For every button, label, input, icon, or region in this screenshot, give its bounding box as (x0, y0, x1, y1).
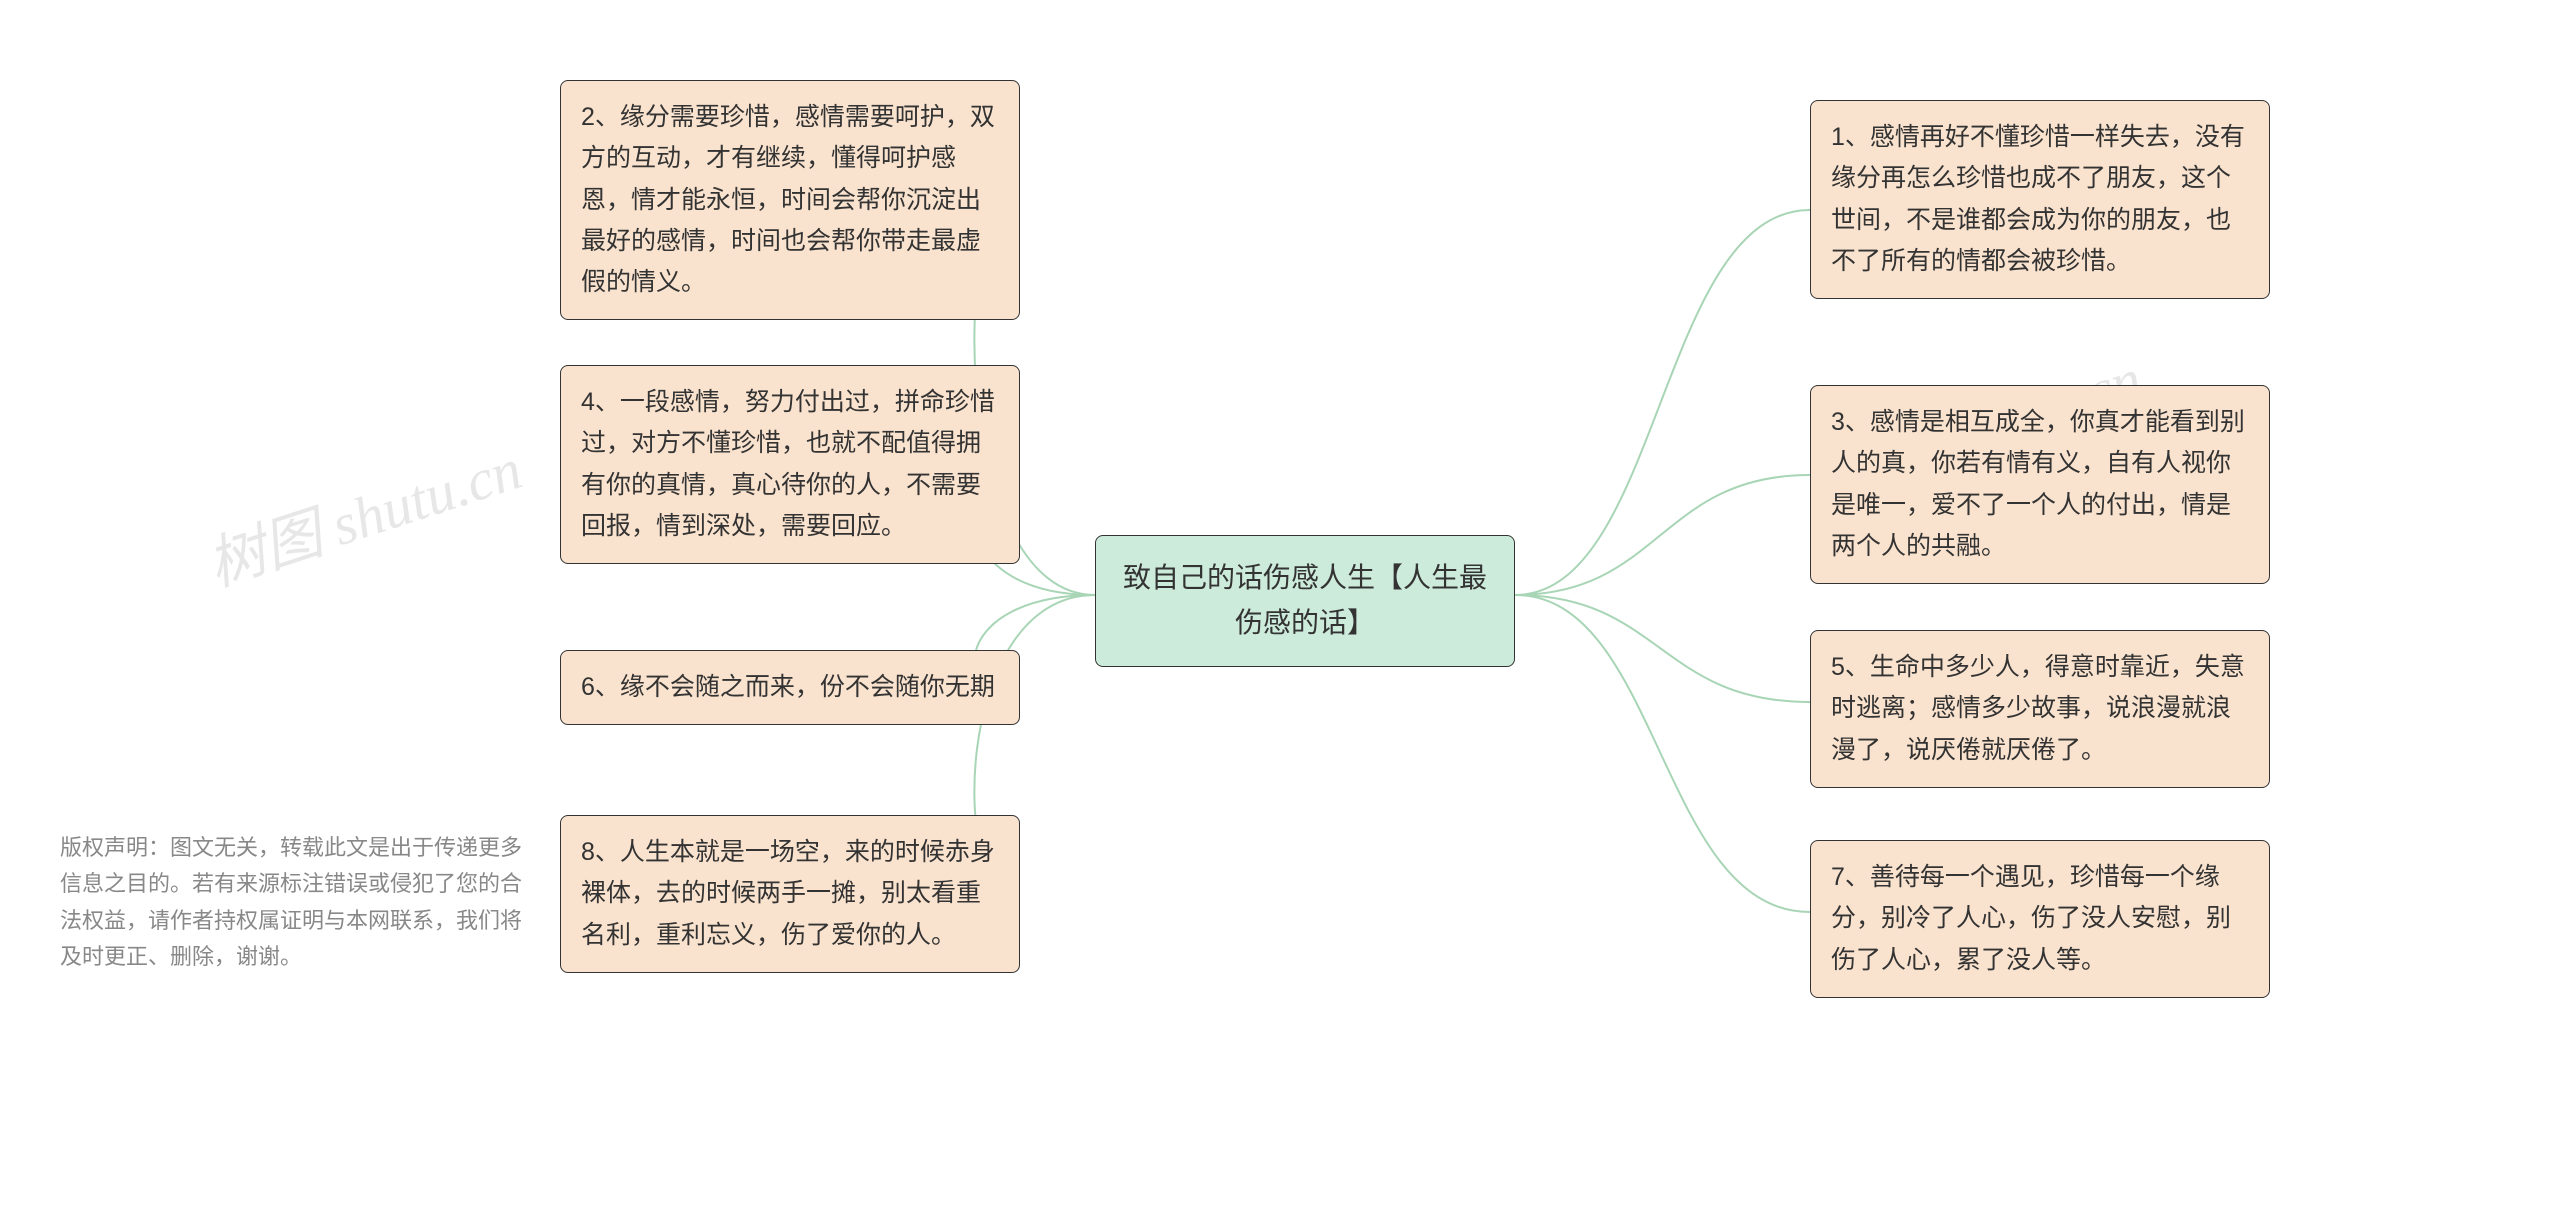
leaf-node-leaf-3: 3、感情是相互成全，你真才能看到别人的真，你若有情有义，自有人视你是唯一，爱不了… (1810, 385, 2270, 584)
leaf-node-leaf-2: 2、缘分需要珍惜，感情需要呵护，双方的互动，才有继续，懂得呵护感恩，情才能永恒，… (560, 80, 1020, 320)
leaf-node-leaf-4: 4、一段感情，努力付出过，拼命珍惜过，对方不懂珍惜，也就不配值得拥有你的真情，真… (560, 365, 1020, 564)
watermark-text: 树图 shutu.cn (200, 436, 530, 598)
leaf-text: 3、感情是相互成全，你真才能看到别人的真，你若有情有义，自有人视你是唯一，爱不了… (1831, 408, 2245, 560)
leaf-node-leaf-8: 8、人生本就是一场空，来的时候赤身裸体，去的时候两手一摊，别太看重名利，重利忘义… (560, 815, 1020, 973)
leaf-text: 8、人生本就是一场空，来的时候赤身裸体，去的时候两手一摊，别太看重名利，重利忘义… (581, 838, 995, 949)
leaf-text: 6、缘不会随之而来，份不会随你无期 (581, 673, 995, 701)
leaf-text: 2、缘分需要珍惜，感情需要呵护，双方的互动，才有继续，懂得呵护感恩，情才能永恒，… (581, 103, 995, 296)
leaf-text: 4、一段感情，努力付出过，拼命珍惜过，对方不懂珍惜，也就不配值得拥有你的真情，真… (581, 388, 995, 540)
leaf-node-leaf-1: 1、感情再好不懂珍惜一样失去，没有缘分再怎么珍惜也成不了朋友，这个世间，不是谁都… (1810, 100, 2270, 299)
leaf-node-leaf-7: 7、善待每一个遇见，珍惜每一个缘分，别冷了人心，伤了没人安慰，别伤了人心，累了没… (1810, 840, 2270, 998)
mindmap-canvas: 树图 shutu.cn 树图 shutu.cn 致自己的话伤感人生【人生最伤感的… (0, 0, 2560, 1225)
copyright-text: 版权声明：图文无关，转载此文是出于传递更多信息之目的。若有来源标注错误或侵犯了您… (60, 835, 522, 969)
watermark-1: 树图 shutu.cn (195, 422, 530, 602)
leaf-node-leaf-6: 6、缘不会随之而来，份不会随你无期 (560, 650, 1020, 725)
leaf-text: 7、善待每一个遇见，珍惜每一个缘分，别冷了人心，伤了没人安慰，别伤了人心，累了没… (1831, 863, 2231, 974)
leaf-text: 5、生命中多少人，得意时靠近，失意时逃离；感情多少故事，说浪漫就浪漫了，说厌倦就… (1831, 653, 2245, 764)
center-node: 致自己的话伤感人生【人生最伤感的话】 (1095, 535, 1515, 667)
leaf-node-leaf-5: 5、生命中多少人，得意时靠近，失意时逃离；感情多少故事，说浪漫就浪漫了，说厌倦就… (1810, 630, 2270, 788)
leaf-text: 1、感情再好不懂珍惜一样失去，没有缘分再怎么珍惜也成不了朋友，这个世间，不是谁都… (1831, 123, 2245, 275)
center-text: 致自己的话伤感人生【人生最伤感的话】 (1123, 562, 1487, 638)
copyright-notice: 版权声明：图文无关，转载此文是出于传递更多信息之目的。若有来源标注错误或侵犯了您… (60, 830, 530, 975)
